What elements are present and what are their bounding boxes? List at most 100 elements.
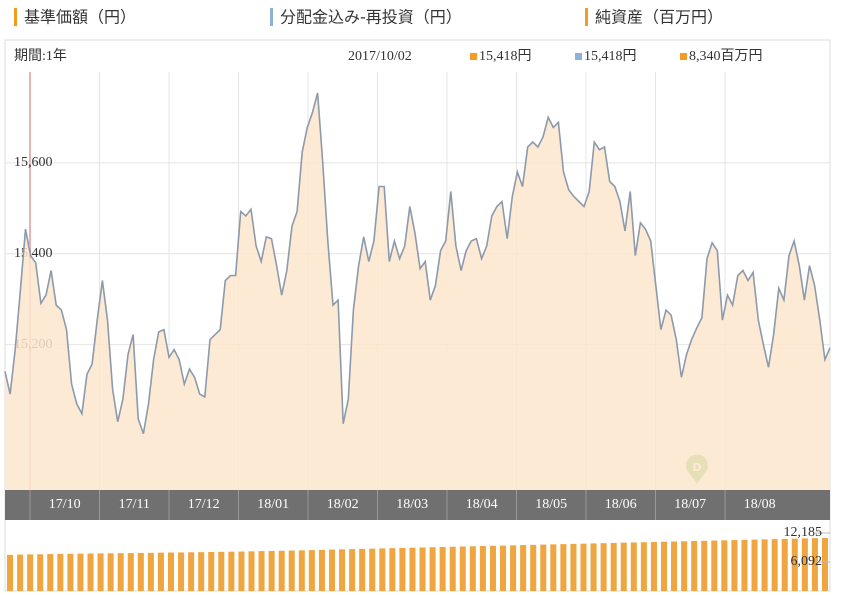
- asset-bar: [409, 547, 416, 591]
- asset-bar: [771, 539, 778, 591]
- legend: 基準価額（円） 分配金込み-再投資（円） 純資産（百万円）: [14, 8, 723, 27]
- asset-bar: [349, 549, 356, 591]
- price-line: [4, 92, 831, 434]
- asset-bar: [520, 545, 527, 591]
- asset-bar: [449, 546, 456, 591]
- asset-bar: [208, 551, 215, 591]
- x-tick-label: 17/12: [188, 497, 220, 512]
- readouts: 15,418円 15,418円 8,340百万円: [470, 48, 763, 64]
- asset-bar: [791, 538, 798, 591]
- asset-bar: [650, 541, 657, 591]
- asset-bar: [671, 541, 678, 591]
- asset-bar: [530, 544, 537, 591]
- asset-bar: [147, 552, 154, 591]
- asset-bar: [238, 551, 245, 591]
- asset-bar: [419, 547, 426, 591]
- asset-bar: [580, 543, 587, 591]
- x-tick-label: 18/03: [396, 497, 428, 512]
- readout-swatch: [470, 53, 477, 60]
- readout-swatch: [575, 53, 582, 60]
- area-fill: [5, 92, 830, 491]
- asset-bar: [137, 552, 144, 591]
- asset-bar: [7, 554, 14, 591]
- legend-swatch: [14, 8, 17, 26]
- asset-bar: [640, 542, 647, 591]
- asset-bar: [761, 539, 768, 591]
- readout-value: 15,418円: [479, 49, 532, 64]
- y-tick-label: 15,600: [14, 155, 53, 170]
- asset-bar: [318, 549, 325, 591]
- asset-bar: [228, 551, 235, 591]
- asset-bar: [107, 553, 114, 591]
- asset-bar: [429, 547, 436, 591]
- asset-bar: [731, 540, 738, 591]
- asset-bar: [801, 538, 808, 591]
- asset-bar: [218, 551, 225, 591]
- asset-bar: [379, 548, 386, 591]
- asset-bar: [701, 540, 708, 591]
- x-tick-label: 18/06: [605, 497, 637, 512]
- x-tick-label: 18/05: [535, 497, 567, 512]
- asset-bar: [540, 544, 547, 591]
- asset-bar: [328, 549, 335, 591]
- date: 2017/10/02: [348, 49, 412, 64]
- volume-tick-label: 12,185: [784, 525, 823, 540]
- asset-bar: [288, 550, 295, 591]
- asset-bar: [359, 548, 366, 591]
- asset-bar: [510, 545, 517, 591]
- asset-bar: [178, 552, 185, 591]
- asset-bar: [620, 542, 627, 591]
- asset-bar: [117, 553, 124, 591]
- asset-bar: [821, 537, 828, 591]
- month-band: [5, 490, 830, 520]
- legend-swatch: [270, 8, 273, 26]
- asset-bar: [500, 545, 507, 591]
- asset-bar: [268, 550, 275, 591]
- legend-label: 分配金込み-再投資（円）: [280, 8, 462, 27]
- asset-bar: [157, 552, 164, 591]
- asset-bar: [741, 539, 748, 591]
- asset-bar: [570, 543, 577, 591]
- x-tick-label: 18/02: [327, 497, 359, 512]
- asset-bar: [469, 546, 476, 591]
- asset-bar: [811, 538, 818, 591]
- asset-bar: [389, 548, 396, 591]
- asset-bar: [479, 546, 486, 591]
- asset-bar: [751, 539, 758, 591]
- x-tick-label: 18/01: [257, 497, 289, 512]
- asset-bar: [691, 541, 698, 591]
- readout-value: 8,340百万円: [689, 48, 763, 64]
- asset-bar: [127, 553, 134, 591]
- asset-bar: [308, 550, 315, 591]
- asset-bar: [17, 554, 24, 591]
- asset-bar: [278, 550, 285, 591]
- legend-label: 基準価額（円）: [24, 8, 136, 27]
- legend-label: 純資産（百万円）: [595, 8, 723, 27]
- asset-bar: [47, 554, 54, 591]
- asset-bar: [489, 545, 496, 591]
- x-tick-label: 18/07: [674, 497, 706, 512]
- asset-bar: [258, 551, 265, 591]
- asset-bar: [97, 553, 104, 591]
- asset-bar: [37, 554, 44, 591]
- asset-bar: [27, 554, 34, 591]
- asset-bar: [721, 540, 728, 591]
- x-tick-label: 17/11: [119, 497, 150, 512]
- asset-bar: [439, 546, 446, 591]
- asset-bar: [600, 543, 607, 591]
- legend-swatch: [585, 8, 588, 26]
- asset-bar: [339, 549, 346, 591]
- asset-bar: [248, 551, 255, 591]
- asset-bar: [459, 546, 466, 591]
- x-tick-label: 18/04: [466, 497, 498, 512]
- asset-bar: [67, 553, 74, 591]
- asset-bar: [660, 541, 668, 591]
- asset-bar: [560, 544, 567, 591]
- asset-bar: [87, 553, 94, 591]
- asset-bar: [167, 552, 175, 591]
- asset-bar: [77, 553, 84, 591]
- asset-bar: [369, 548, 376, 591]
- asset-bar: [188, 552, 195, 591]
